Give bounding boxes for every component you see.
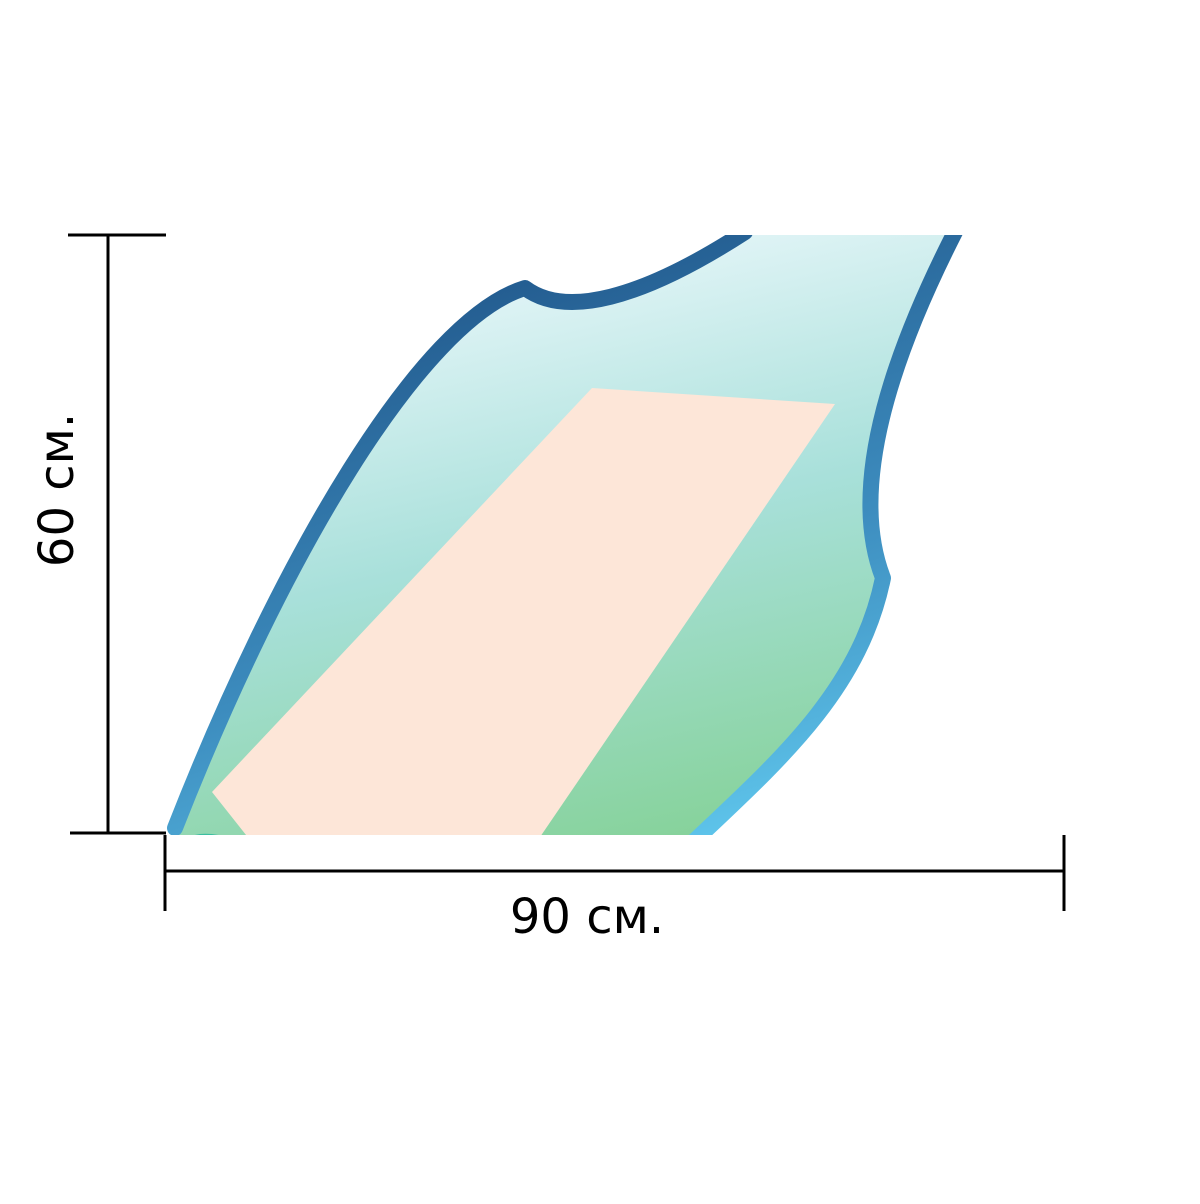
dimension-lines <box>68 233 1066 911</box>
inner-panel <box>212 388 835 835</box>
width-label: 90 см. <box>510 889 664 945</box>
product-shape <box>167 235 963 835</box>
corner-accent <box>195 833 218 835</box>
height-label: 60 см. <box>29 413 85 567</box>
shape-outline <box>167 235 963 835</box>
